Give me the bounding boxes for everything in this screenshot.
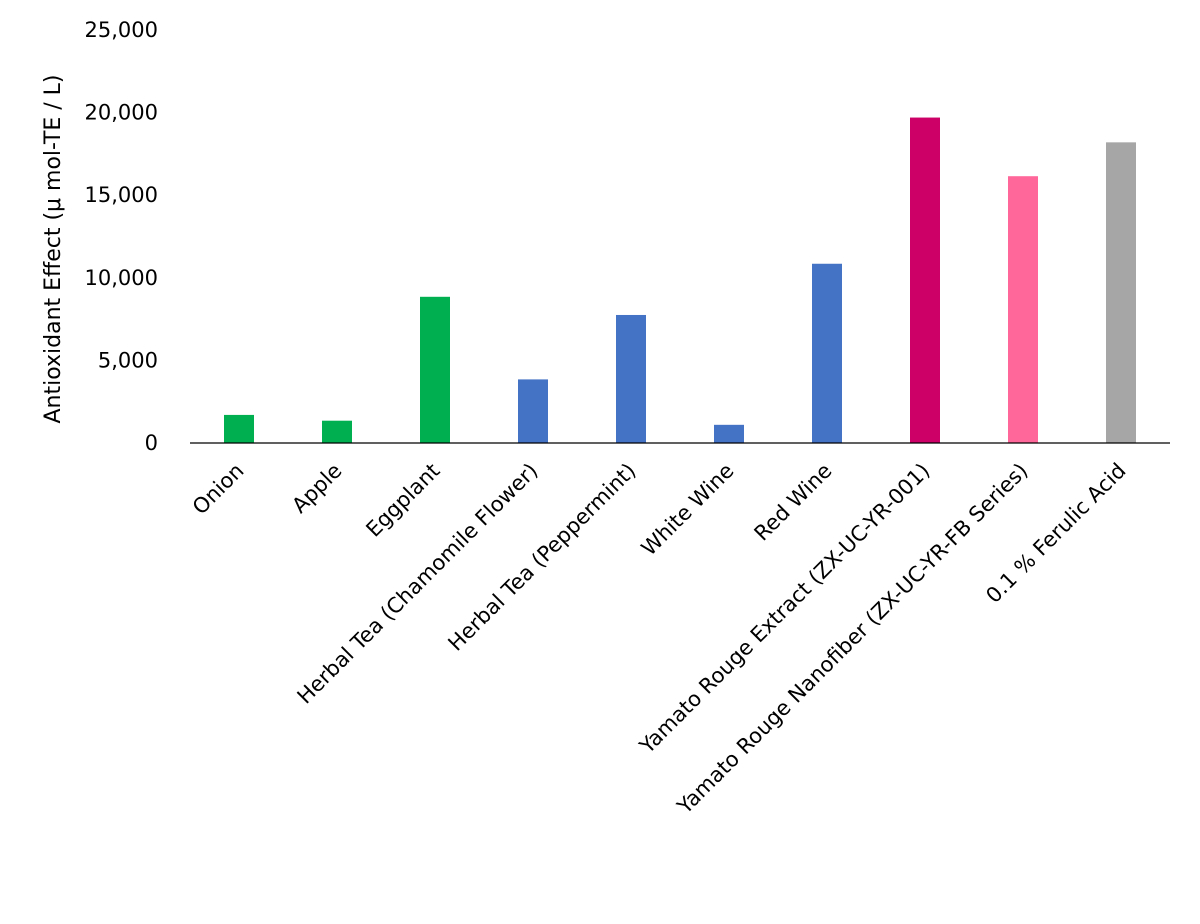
- y-axis-ticks: 0 5,000 10,000 15,000 20,000 25,000: [85, 18, 158, 455]
- x-category-label: Yamato Rouge Nanofiber (ZX-UC-YR-FB Seri…: [672, 459, 1033, 820]
- y-tick-label: 20,000: [85, 101, 158, 125]
- y-tick-label: 25,000: [85, 18, 158, 42]
- y-tick-label: 10,000: [85, 266, 158, 290]
- bar: [1106, 142, 1136, 443]
- bar: [714, 424, 744, 443]
- y-tick-label: 0: [145, 431, 158, 455]
- y-tick-label: 15,000: [85, 183, 158, 207]
- bar: [420, 296, 450, 443]
- bar: [518, 379, 548, 443]
- bar: [1008, 176, 1038, 443]
- x-category-label: Herbal Tea (Peppermint): [443, 459, 640, 656]
- bar: [224, 414, 254, 443]
- x-category-label: White Wine: [637, 459, 739, 561]
- x-category-label: Onion: [188, 459, 249, 520]
- x-category-label: Apple: [287, 459, 346, 518]
- x-category-label: Red Wine: [750, 459, 837, 546]
- bars: [224, 117, 1136, 443]
- bar: [322, 420, 352, 443]
- x-category-label: Eggplant: [361, 459, 444, 542]
- y-axis-title: Antioxidant Effect (μ mol-TE / L): [41, 74, 66, 423]
- bar: [812, 263, 842, 443]
- bar: [910, 117, 940, 443]
- bar: [616, 314, 646, 443]
- y-tick-label: 5,000: [98, 348, 158, 372]
